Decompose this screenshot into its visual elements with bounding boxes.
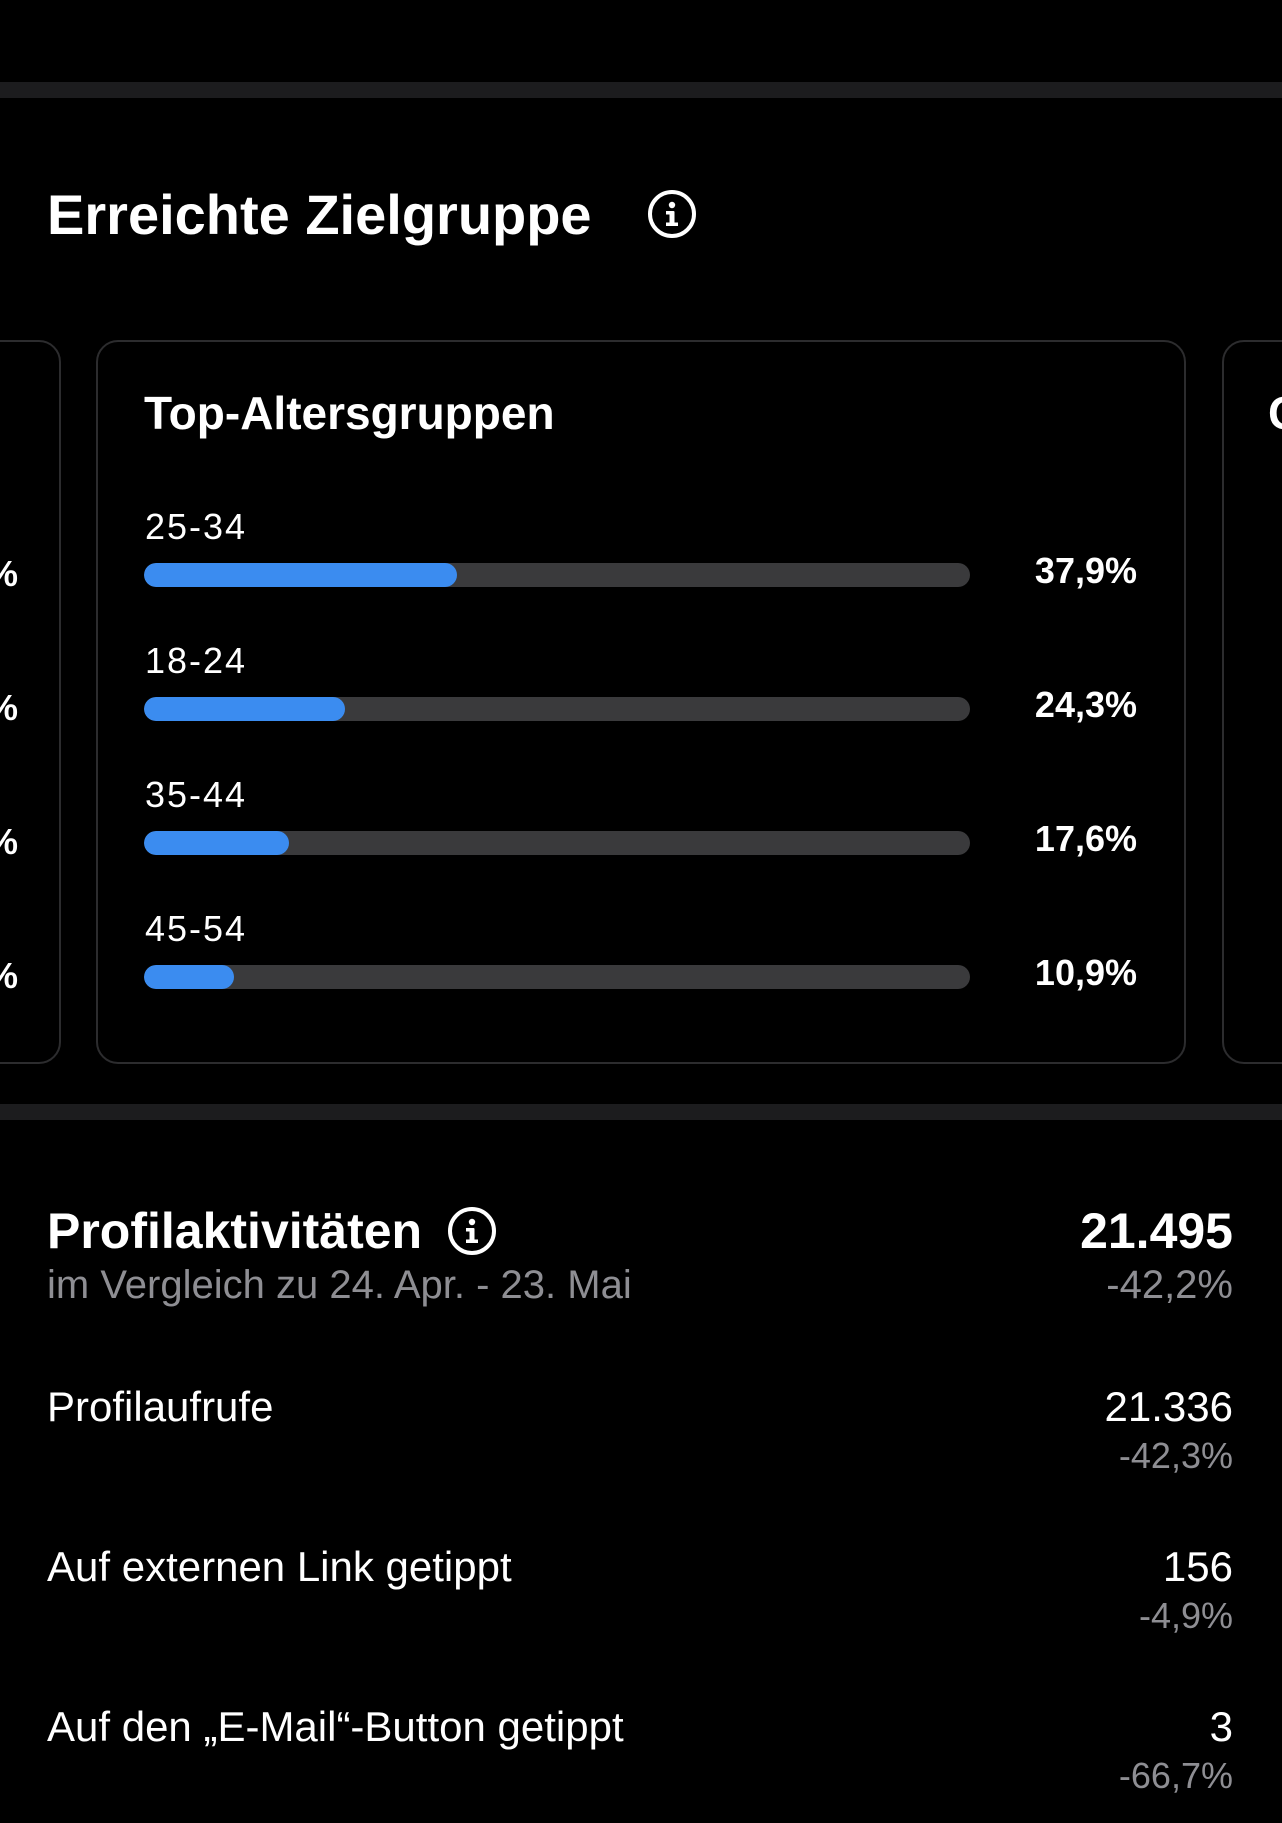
metric-change-profile-views: -42,3%: [1118, 1435, 1233, 1476]
info-icon[interactable]: [448, 1207, 496, 1255]
previous-card-value: %: [0, 687, 18, 729]
metric-change-email-button: -66,7%: [1118, 1755, 1233, 1796]
age-group-bar-track: [144, 965, 970, 989]
age-group-bar-track: [144, 697, 970, 721]
age-group-percent: 37,9%: [1034, 550, 1137, 591]
profile-activity-total: 21.495: [1080, 1203, 1233, 1259]
metric-change-external-link: -4,9%: [1138, 1595, 1233, 1636]
next-card-partial[interactable]: [1222, 340, 1282, 1064]
metric-value-external-link: 156: [1162, 1543, 1233, 1590]
metric-value-email-button: 3: [1209, 1703, 1233, 1750]
age-group-bar-track: [144, 831, 970, 855]
metric-label-profile-views: Profilaufrufe: [47, 1383, 274, 1430]
age-group-percent: 10,9%: [1034, 952, 1137, 993]
age-group-bar-fill: [144, 563, 458, 587]
age-group-bar-fill: [144, 697, 345, 721]
top-divider: [0, 82, 1282, 98]
previous-card-value: %: [0, 553, 18, 595]
audience-section-title: Erreichte Zielgruppe: [47, 183, 592, 246]
previous-card-partial[interactable]: [0, 340, 61, 1064]
section-divider: [0, 1104, 1282, 1120]
age-group-bar-fill: [144, 965, 235, 989]
age-group-bar-fill: [144, 831, 290, 855]
age-group-label: 35-44: [145, 774, 248, 815]
age-group-label: 18-24: [145, 640, 248, 681]
metric-label-external-link: Auf externen Link getippt: [47, 1543, 512, 1590]
age-group-percent: 24,3%: [1034, 684, 1137, 725]
comparison-period: im Vergleich zu 24. Apr. - 23. Mai: [47, 1263, 632, 1307]
age-group-bar-track: [144, 563, 970, 587]
metric-label-email-button: Auf den „E-Mail“-Button getippt: [47, 1703, 624, 1750]
previous-card-value: %: [0, 955, 18, 997]
profile-activity-title: Profilaktivitäten: [47, 1203, 423, 1259]
previous-card-value: %: [0, 821, 18, 863]
next-card-title-partial: G: [1268, 386, 1282, 440]
metric-value-profile-views: 21.336: [1104, 1383, 1233, 1430]
age-group-label: 25-34: [145, 506, 248, 547]
age-groups-card-title: Top-Altersgruppen: [144, 387, 555, 439]
profile-activity-total-change: -42,2%: [1106, 1263, 1233, 1307]
age-group-percent: 17,6%: [1034, 818, 1137, 859]
info-icon[interactable]: [648, 190, 696, 238]
age-group-label: 45-54: [145, 908, 248, 949]
